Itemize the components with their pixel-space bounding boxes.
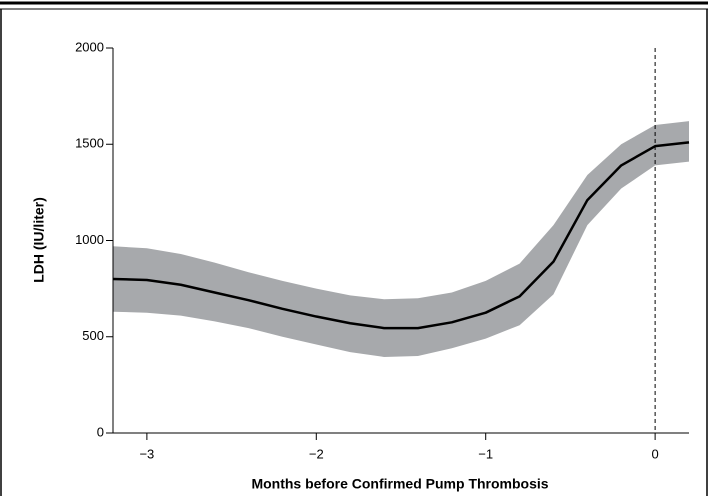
x-axis-label: Months before Confirmed Pump Thrombosis: [251, 476, 548, 492]
y-tick-label: 1500: [75, 136, 104, 151]
x-tick-label: −2: [309, 446, 324, 461]
x-tick-label: −1: [478, 446, 493, 461]
mean-line: [112, 141, 690, 330]
y-tick-label: 500: [82, 328, 104, 343]
y-axis-label: LDH (IU/liter): [31, 197, 47, 283]
y-tick-label: 1000: [75, 232, 104, 247]
x-tick-label: −3: [139, 446, 154, 461]
y-tick-label: 2000: [75, 39, 104, 54]
y-tick-label: 0: [97, 424, 104, 439]
confidence-band: [113, 121, 689, 357]
x-tick-label: 0: [652, 446, 659, 461]
